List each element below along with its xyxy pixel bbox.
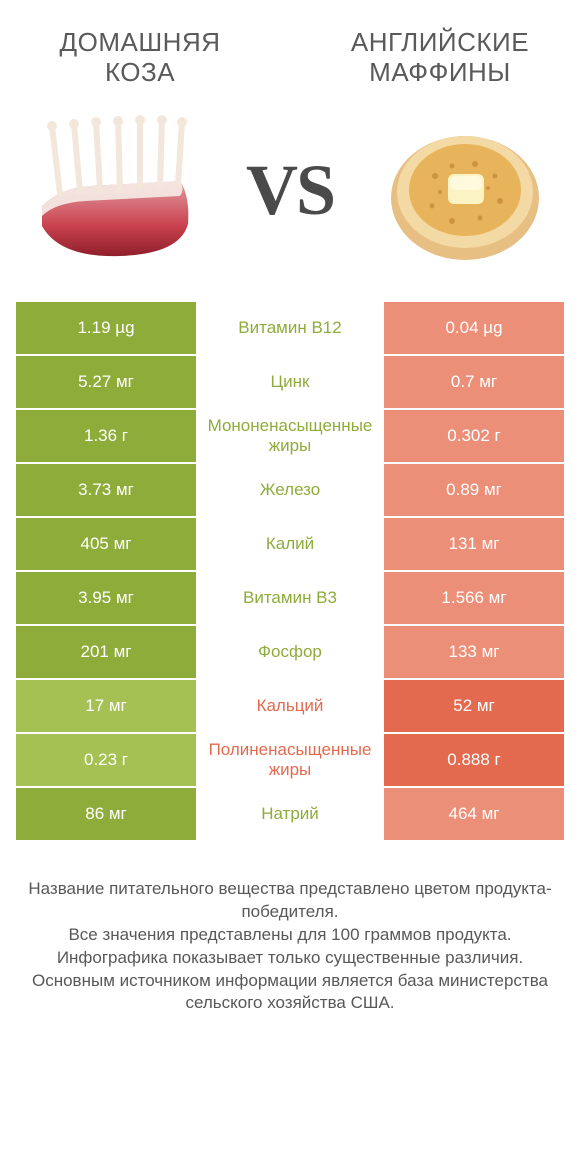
value-left: 3.73 мг <box>16 464 196 516</box>
nutrient-row: 1.36 гМононенасыщенные жиры0.302 г <box>16 410 564 464</box>
value-right: 1.566 мг <box>384 572 564 624</box>
nutrient-row: 405 мгКалий131 мг <box>16 518 564 572</box>
value-left: 17 мг <box>16 680 196 732</box>
nutrient-name: Витамин B3 <box>196 572 384 624</box>
nutrient-name: Железо <box>196 464 384 516</box>
nutrient-name: Цинк <box>196 356 384 408</box>
value-left: 3.95 мг <box>16 572 196 624</box>
value-right: 133 мг <box>384 626 564 678</box>
value-right: 0.04 µg <box>384 302 564 354</box>
nutrient-name: Натрий <box>196 788 384 840</box>
value-right: 52 мг <box>384 680 564 732</box>
meat-icon <box>30 106 200 276</box>
value-left: 86 мг <box>16 788 196 840</box>
nutrient-row: 17 мгКальций52 мг <box>16 680 564 734</box>
nutrient-row: 86 мгНатрий464 мг <box>16 788 564 842</box>
value-left: 5.27 мг <box>16 356 196 408</box>
header-titles: ДОМАШНЯЯ КОЗА АНГЛИЙСКИЕ МАФФИНЫ <box>0 0 580 88</box>
value-left: 1.19 µg <box>16 302 196 354</box>
footer-text: Название питательного вещества представл… <box>0 842 580 1016</box>
nutrient-row: 3.73 мгЖелезо0.89 мг <box>16 464 564 518</box>
value-right: 0.888 г <box>384 734 564 786</box>
nutrient-name: Калий <box>196 518 384 570</box>
nutrient-name: Фосфор <box>196 626 384 678</box>
nutrient-row: 1.19 µgВитамин B120.04 µg <box>16 302 564 356</box>
nutrient-name: Мононенасыщенные жиры <box>196 410 384 462</box>
value-right: 0.7 мг <box>384 356 564 408</box>
value-right: 0.89 мг <box>384 464 564 516</box>
title-left: ДОМАШНЯЯ КОЗА <box>30 28 250 88</box>
nutrient-name: Витамин B12 <box>196 302 384 354</box>
vs-label: VS <box>246 149 334 232</box>
value-right: 464 мг <box>384 788 564 840</box>
nutrient-table: 1.19 µgВитамин B120.04 µg5.27 мгЦинк0.7 … <box>0 302 580 842</box>
value-right: 0.302 г <box>384 410 564 462</box>
nutrient-row: 3.95 мгВитамин B31.566 мг <box>16 572 564 626</box>
muffin-icon <box>380 106 550 276</box>
value-left: 201 мг <box>16 626 196 678</box>
nutrient-row: 0.23 гПолиненасыщенные жиры0.888 г <box>16 734 564 788</box>
nutrient-name: Полиненасыщенные жиры <box>196 734 384 786</box>
value-left: 1.36 г <box>16 410 196 462</box>
title-right: АНГЛИЙСКИЕ МАФФИНЫ <box>330 28 550 88</box>
value-left: 405 мг <box>16 518 196 570</box>
nutrient-row: 5.27 мгЦинк0.7 мг <box>16 356 564 410</box>
nutrient-row: 201 мгФосфор133 мг <box>16 626 564 680</box>
hero-row: VS <box>0 88 580 302</box>
value-right: 131 мг <box>384 518 564 570</box>
value-left: 0.23 г <box>16 734 196 786</box>
nutrient-name: Кальций <box>196 680 384 732</box>
